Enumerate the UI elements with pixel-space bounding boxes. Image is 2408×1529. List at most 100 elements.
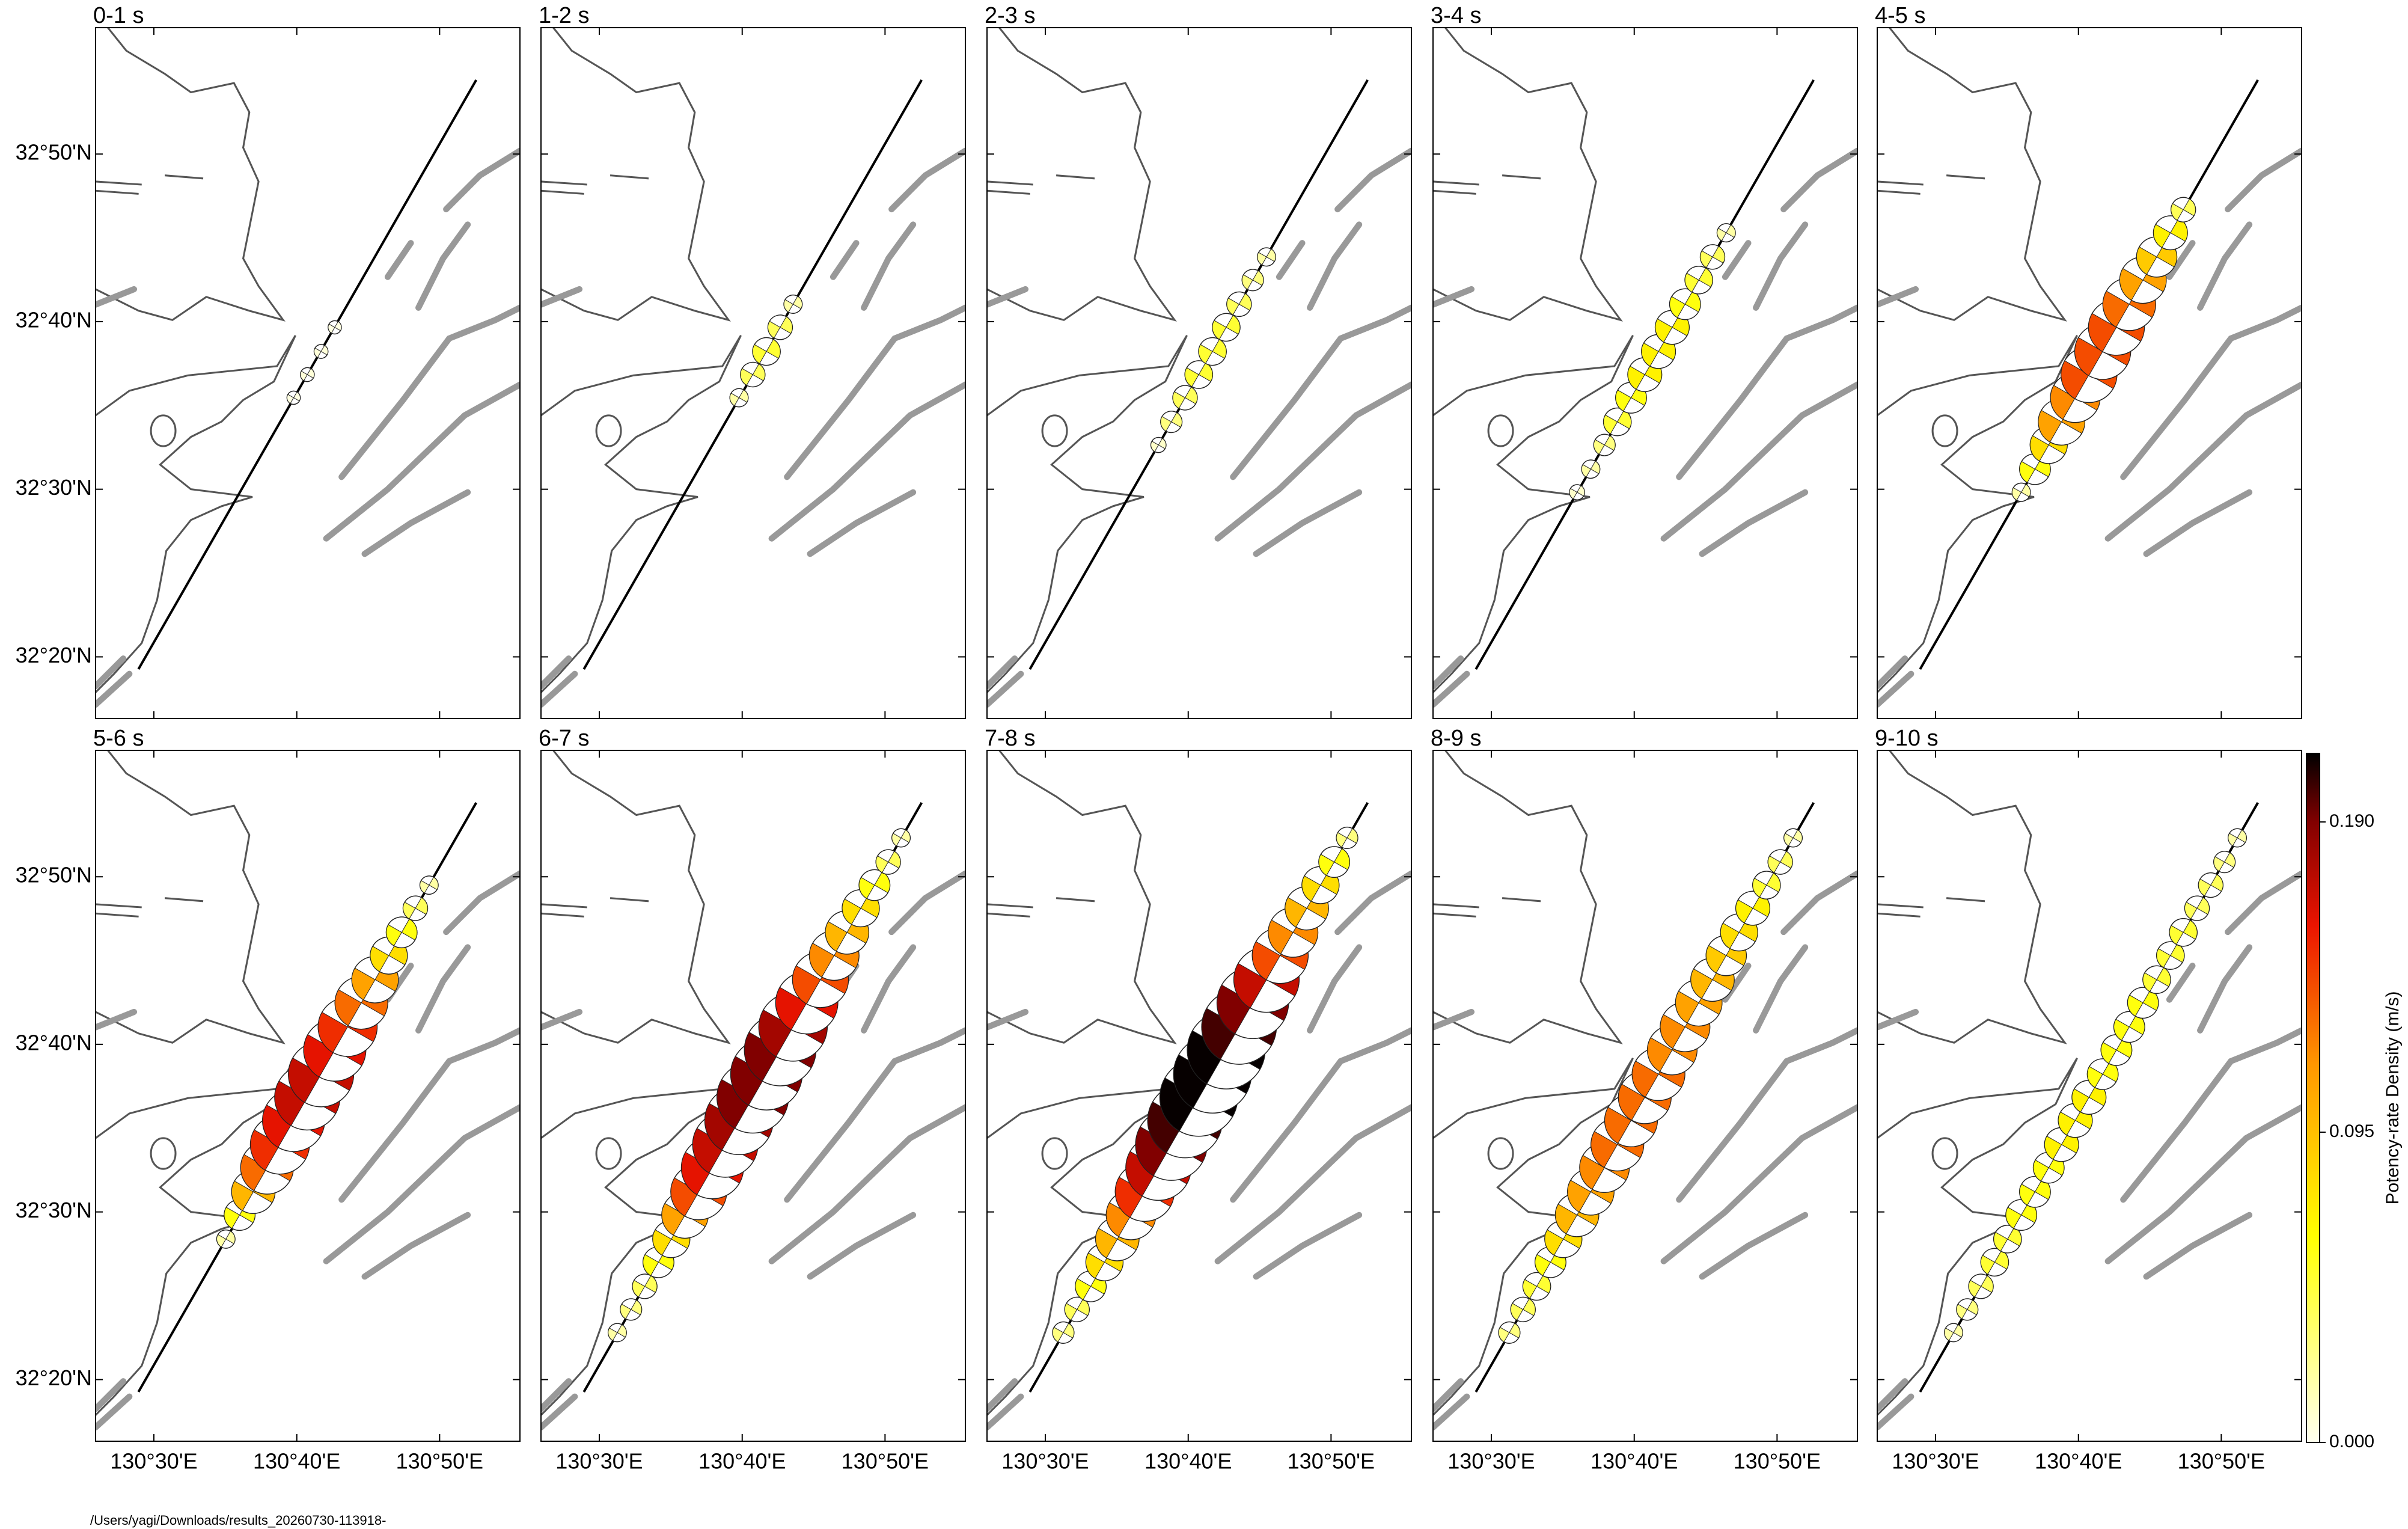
- beachball-quadrants: [1226, 293, 1252, 316]
- colorbar-tick-label: 0.000: [2329, 1432, 2374, 1451]
- beachball-quadrants: [1700, 245, 1725, 268]
- beachball: [1052, 1321, 1075, 1344]
- beachball-quadrants: [300, 368, 315, 381]
- map-panel: 3-4 s: [1431, 3, 1858, 719]
- beachball-quadrants: [2198, 874, 2223, 896]
- panel-title: 5-6 s: [93, 726, 144, 751]
- beachball: [299, 367, 315, 382]
- beachball: [2156, 941, 2185, 970]
- beachball: [402, 895, 429, 921]
- y-tick-label: 32°50'N: [16, 863, 92, 887]
- colorbar: [2306, 753, 2320, 1443]
- panel-title: 8-9 s: [1431, 726, 1481, 751]
- y-tick-label: 32°40'N: [16, 1030, 92, 1055]
- beachball-quadrants: [2228, 829, 2247, 847]
- beachball-quadrants: [2171, 198, 2196, 221]
- beachball: [1318, 846, 1351, 878]
- beachball-quadrants: [1684, 268, 1713, 293]
- beachball-quadrants: [2213, 852, 2235, 872]
- beachball: [1498, 1321, 1521, 1344]
- beachball: [729, 388, 749, 408]
- beachball: [858, 869, 891, 901]
- panel-title: 3-4 s: [1431, 3, 1481, 28]
- beachball-quadrants: [740, 363, 766, 386]
- beachball: [2198, 872, 2223, 898]
- beachball: [2011, 482, 2031, 502]
- panel-frame: [986, 750, 1412, 1442]
- beachball-quadrants: [403, 897, 428, 919]
- x-tick-label: 130°30'E: [1001, 1449, 1089, 1474]
- beachball: [1150, 437, 1167, 453]
- map-panel: 0-1 s 32°20'N 32°30'N 32°40'N 32°50'N: [16, 3, 521, 719]
- beachball: [1256, 247, 1276, 267]
- beachball-quadrants: [1318, 848, 1350, 876]
- beachball: [1735, 890, 1770, 926]
- beachball: [1943, 1323, 1963, 1343]
- footer: /Users/yagi/Downloads/results_20260730-1…: [90, 1513, 386, 1528]
- beachball-quadrants: [891, 829, 911, 847]
- map-panel: 8-9 s 130°30'E 130°40'E 130°50'E: [1431, 726, 1858, 1474]
- beachball: [740, 361, 766, 388]
- beachball: [1603, 407, 1632, 437]
- panel-title: 4-5 s: [1875, 3, 1925, 28]
- beachball-quadrants: [768, 316, 793, 339]
- x-tick-label: 130°30'E: [1447, 1449, 1535, 1474]
- beachball-quadrants: [1241, 270, 1264, 290]
- map-panel: 2-3 s: [985, 3, 1412, 719]
- map-panel: 7-8 s 130°30'E 130°40'E 130°50'E: [985, 726, 1412, 1474]
- beachball: [2127, 987, 2159, 1019]
- beachball: [607, 1323, 627, 1343]
- y-tick-label: 32°30'N: [16, 1198, 92, 1222]
- beachball-quadrants: [1956, 1299, 1979, 1320]
- beachball: [1172, 385, 1198, 411]
- beachball-quadrants: [1498, 1323, 1521, 1343]
- beachball: [1510, 1296, 1536, 1323]
- beachball-quadrants: [1052, 1323, 1075, 1343]
- y-tick-label: 32°30'N: [16, 475, 92, 500]
- beachball: [2169, 918, 2198, 947]
- beachball: [1226, 291, 1252, 317]
- beachball: [2100, 1034, 2133, 1066]
- panel-frame: [95, 27, 521, 719]
- beachball: [875, 849, 901, 875]
- colorbar-tick-label: 0.190: [2329, 811, 2374, 831]
- map-panel: 5-6 s 130°30'E 130°40'E 130°50'E 32°20'N 32°3…: [16, 726, 521, 1474]
- beachball-quadrants: [1717, 224, 1736, 242]
- beachball-quadrants: [1593, 435, 1616, 455]
- panel-frame: [1877, 750, 2302, 1442]
- beachball-quadrants: [1151, 438, 1167, 452]
- x-tick-label: 130°30'E: [1892, 1449, 1979, 1474]
- beachball: [752, 337, 781, 366]
- beachball-quadrants: [328, 321, 342, 334]
- beachball: [1956, 1298, 1979, 1321]
- beachball: [2228, 828, 2247, 848]
- beachball-quadrants: [1767, 851, 1793, 874]
- beachball: [1716, 223, 1736, 243]
- x-tick-label: 130°30'E: [555, 1449, 643, 1474]
- beachball: [1993, 1225, 2022, 1254]
- beachball: [620, 1298, 643, 1321]
- beachball-quadrants: [1968, 1275, 1994, 1298]
- x-tick-label: 130°40'E: [698, 1449, 786, 1474]
- x-tick-label: 130°50'E: [396, 1449, 483, 1474]
- beachball: [783, 294, 803, 314]
- beachball-quadrants: [2169, 920, 2198, 945]
- map-panel: 9-10 s 130°30'E 130°40'E 130°50'E: [1875, 726, 2302, 1474]
- beachball: [1241, 269, 1264, 292]
- x-tick-label: 130°40'E: [253, 1449, 340, 1474]
- panel-title: 1-2 s: [539, 3, 589, 28]
- colorbar-tick-label: 0.095: [2329, 1121, 2374, 1141]
- panel-title: 6-7 s: [539, 726, 589, 751]
- panel-title: 7-8 s: [985, 726, 1035, 751]
- beachball-quadrants: [620, 1299, 643, 1320]
- beachball-quadrants: [1581, 461, 1601, 478]
- map-panel: 4-5 s: [1875, 3, 2302, 719]
- beachball: [1581, 459, 1601, 479]
- beachball-quadrants: [1944, 1324, 1963, 1341]
- beachball: [1783, 828, 1803, 848]
- beachball-quadrants: [420, 877, 439, 893]
- beachball: [313, 344, 329, 359]
- beachball: [1569, 484, 1585, 501]
- beachball: [1767, 849, 1793, 875]
